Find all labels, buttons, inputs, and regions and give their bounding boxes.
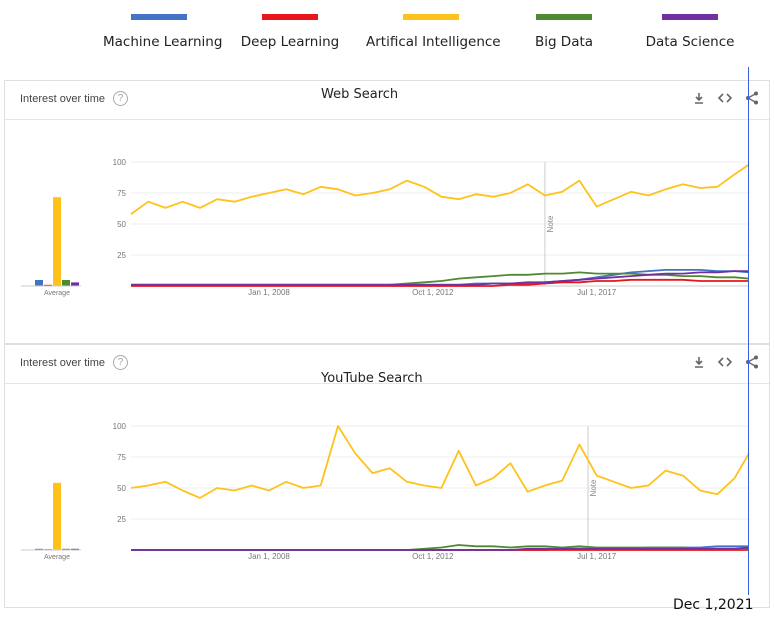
download-icon[interactable]	[691, 90, 707, 106]
average-bar	[71, 282, 79, 286]
note-annotation: Note	[589, 479, 598, 496]
y-tick-label: 50	[117, 484, 126, 493]
x-tick-label: Oct 1, 2012	[412, 552, 454, 561]
help-circle-icon[interactable]: ?	[113, 91, 128, 106]
chart-title: Web Search	[321, 87, 399, 102]
legend-swatch	[131, 14, 187, 20]
legend-item-deep-learning: Deep Learning	[240, 14, 340, 50]
x-tick-label: Jan 1, 2008	[248, 288, 290, 297]
share-icon[interactable]	[744, 90, 760, 106]
legend-item-big-data: Big Data	[524, 14, 604, 50]
legend-label: Deep Learning	[240, 34, 340, 50]
legend-label: Big Data	[534, 34, 594, 50]
average-label: Average	[44, 290, 70, 297]
x-tick-label: Jul 1, 2017	[577, 288, 617, 297]
series-line-machine-learning	[131, 268, 750, 286]
legend-swatch	[536, 14, 592, 20]
embed-code-icon[interactable]	[717, 90, 733, 106]
chart-title: YouTube Search	[321, 371, 423, 386]
y-tick-label: 25	[117, 515, 126, 524]
x-tick-label: Oct 1, 2012	[412, 288, 454, 297]
legend-item-data-science: Data Science	[640, 14, 740, 50]
date-marker-line	[748, 67, 749, 595]
average-bar	[62, 548, 70, 550]
legend-label: Machine Learning	[103, 34, 223, 50]
youtube-search-chart: 25 50 75 100 Jan 1, 2008 Oct 1, 2012 Jul 1, 20…	[21, 422, 750, 561]
embed-code-icon[interactable]	[717, 354, 733, 370]
x-tick-label: Jan 1, 2008	[248, 552, 290, 561]
series-line-data-science	[131, 546, 750, 551]
note-annotation: Note	[546, 215, 555, 232]
y-tick-label: 75	[117, 453, 126, 462]
web-search-panel: Interest over time ? Web Search 25 50 75 10…	[4, 80, 770, 344]
y-tick-label: 75	[117, 189, 126, 198]
web-search-chart: 25 50 75 100 Jan 1, 2008 Oct 1, 2012 Jul 1, 20…	[21, 158, 750, 297]
legend-swatch	[403, 14, 459, 20]
x-tick-label: Jul 1, 2017	[577, 552, 617, 561]
download-icon[interactable]	[691, 354, 707, 370]
average-bar	[35, 280, 43, 286]
average-label: Average	[44, 554, 70, 561]
average-bar	[53, 197, 61, 286]
series-line-data-science	[131, 270, 749, 286]
average-bar	[53, 482, 61, 550]
legend-swatch	[662, 14, 718, 20]
y-tick-label: 50	[117, 220, 126, 229]
panel-header: Interest over time ?	[5, 345, 769, 384]
y-tick-label: 100	[113, 422, 127, 431]
series-line-artifical-intelligence	[130, 163, 750, 215]
legend-item-machine-learning: Machine Learning	[103, 14, 223, 50]
date-marker-label: Dec 1,2021	[673, 597, 754, 613]
panel-header: Interest over time ?	[5, 81, 769, 120]
panel-title: Interest over time	[20, 357, 105, 369]
y-tick-label: 100	[113, 158, 127, 167]
average-bar	[71, 548, 79, 550]
average-bar	[44, 284, 52, 286]
series-line-deep-learning	[131, 278, 749, 287]
average-bar	[62, 280, 70, 286]
legend-item-artificial-intelligence: Artifical Intelligence	[366, 14, 501, 50]
panel-title: Interest over time	[20, 93, 105, 105]
legend-label: Artifical Intelligence	[366, 34, 501, 50]
series-line-artifical-intelligence	[130, 425, 750, 499]
help-circle-icon[interactable]: ?	[113, 355, 128, 370]
youtube-search-panel: Interest over time ? YouTube Search 25 50…	[4, 344, 770, 608]
legend-label: Data Science	[645, 34, 735, 50]
y-tick-label: 25	[117, 251, 126, 260]
legend-swatch	[262, 14, 318, 20]
legend: Machine Learning Deep Learning Artifical…	[0, 14, 774, 64]
average-bar	[35, 548, 43, 550]
